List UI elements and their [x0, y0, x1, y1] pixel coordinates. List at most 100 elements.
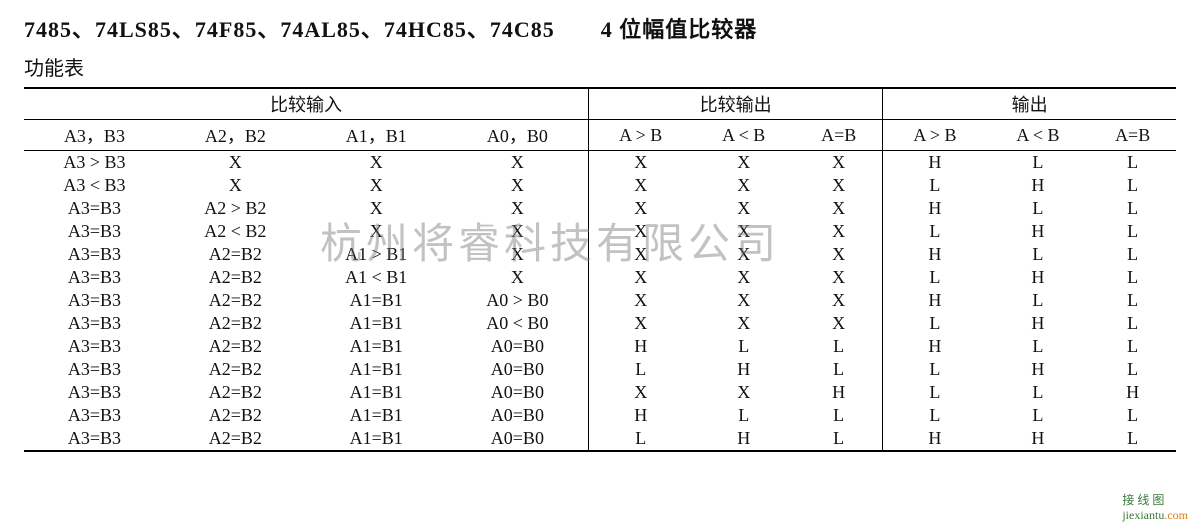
table-row: A3=B3A2=B2A1=B1A0=B0XXHLLH — [24, 381, 1176, 404]
table-cell: H — [692, 358, 795, 381]
col-header: A3，B3 — [24, 120, 165, 151]
table-row: A3=B3A2=B2A1=B1A0=B0HLLHLL — [24, 335, 1176, 358]
table-cell: X — [447, 174, 589, 197]
table-cell: X — [795, 174, 883, 197]
table-cell: H — [987, 358, 1090, 381]
table-cell: A2=B2 — [165, 358, 306, 381]
table-cell: X — [692, 381, 795, 404]
table-cell: L — [1089, 404, 1176, 427]
table-cell: H — [883, 289, 987, 312]
table-cell: A1=B1 — [306, 289, 447, 312]
table-cell: X — [692, 197, 795, 220]
table-cell: H — [1089, 381, 1176, 404]
table-cell: A3 > B3 — [24, 151, 165, 175]
table-cell: H — [987, 174, 1090, 197]
table-cell: A0=B0 — [447, 358, 589, 381]
table-row: A3 < B3XXXXXXLHL — [24, 174, 1176, 197]
table-row: A3=B3A2=B2A1=B1A0 < B0XXXLHL — [24, 312, 1176, 335]
table-cell: L — [795, 358, 883, 381]
table-cell: X — [589, 243, 693, 266]
table-cell: H — [883, 151, 987, 175]
table-row: A3=B3A2=B2A1 < B1XXXXLHL — [24, 266, 1176, 289]
table-cell: X — [447, 220, 589, 243]
table-cell: L — [883, 358, 987, 381]
table-cell: L — [795, 335, 883, 358]
table-cell: X — [795, 289, 883, 312]
table-cell: L — [883, 312, 987, 335]
table-cell: H — [883, 335, 987, 358]
table-cell: X — [589, 266, 693, 289]
table-cell: X — [589, 289, 693, 312]
table-cell: L — [692, 404, 795, 427]
col-header: A > B — [883, 120, 987, 151]
table-cell: A1=B1 — [306, 335, 447, 358]
table-cell: X — [306, 220, 447, 243]
table-cell: X — [447, 151, 589, 175]
table-cell: H — [692, 427, 795, 451]
table-cell: X — [795, 151, 883, 175]
col-header: A1，B1 — [306, 120, 447, 151]
table-cell: L — [987, 243, 1090, 266]
table-cell: A3=B3 — [24, 358, 165, 381]
table-cell: L — [1089, 197, 1176, 220]
table-cell: X — [692, 151, 795, 175]
table-cell: X — [306, 197, 447, 220]
group-header-compare-in: 比较输入 — [24, 88, 589, 120]
col-header: A < B — [692, 120, 795, 151]
table-row: A3=B3A2=B2A1=B1A0=B0LHLHHL — [24, 427, 1176, 451]
table-cell: L — [1089, 335, 1176, 358]
table-row: A3=B3A2=B2A1=B1A0=B0LHLLHL — [24, 358, 1176, 381]
corner-line2b: .com — [1164, 508, 1188, 522]
table-cell: H — [589, 404, 693, 427]
table-cell: L — [1089, 151, 1176, 175]
table-cell: H — [795, 381, 883, 404]
table-cell: X — [795, 312, 883, 335]
table-cell: A2 > B2 — [165, 197, 306, 220]
table-cell: L — [1089, 220, 1176, 243]
table-cell: A2=B2 — [165, 312, 306, 335]
table-cell: L — [1089, 174, 1176, 197]
table-cell: A2=B2 — [165, 427, 306, 451]
table-cell: L — [987, 404, 1090, 427]
table-cell: A0 < B0 — [447, 312, 589, 335]
table-cell: H — [589, 335, 693, 358]
group-header-output: 输出 — [883, 88, 1176, 120]
table-cell: X — [165, 151, 306, 175]
table-cell: A3=B3 — [24, 312, 165, 335]
table-cell: L — [987, 289, 1090, 312]
table-cell: L — [883, 381, 987, 404]
table-cell: L — [987, 381, 1090, 404]
table-cell: L — [1089, 243, 1176, 266]
page-subtitle: 功能表 — [24, 52, 1176, 81]
table-cell: A0=B0 — [447, 335, 589, 358]
col-header: A > B — [589, 120, 693, 151]
table-cell: A1=B1 — [306, 312, 447, 335]
table-cell: X — [692, 312, 795, 335]
table-cell: A2=B2 — [165, 381, 306, 404]
table-cell: A3 < B3 — [24, 174, 165, 197]
table-cell: A2=B2 — [165, 243, 306, 266]
table-cell: L — [1089, 427, 1176, 451]
table-cell: H — [883, 243, 987, 266]
table-cell: H — [987, 427, 1090, 451]
table-cell: A1=B1 — [306, 358, 447, 381]
table-cell: A0 > B0 — [447, 289, 589, 312]
corner-line2a: jiexiantu — [1122, 508, 1164, 522]
table-cell: H — [883, 197, 987, 220]
table-cell: A3=B3 — [24, 220, 165, 243]
table-cell: X — [306, 174, 447, 197]
col-header: A=B — [1089, 120, 1176, 151]
table-cell: A1=B1 — [306, 381, 447, 404]
table-cell: X — [447, 243, 589, 266]
table-row: A3 > B3XXXXXXHLL — [24, 151, 1176, 175]
table-cell: X — [692, 266, 795, 289]
table-row: A3=B3A2 < B2XXXXXLHL — [24, 220, 1176, 243]
table-cell: A0=B0 — [447, 381, 589, 404]
table-cell: A3=B3 — [24, 404, 165, 427]
table-cell: L — [883, 220, 987, 243]
table-cell: A2=B2 — [165, 289, 306, 312]
table-row: A3=B3A2=B2A1 > B1XXXXHLL — [24, 243, 1176, 266]
table-cell: X — [589, 174, 693, 197]
table-cell: A1=B1 — [306, 427, 447, 451]
table-cell: A3=B3 — [24, 427, 165, 451]
